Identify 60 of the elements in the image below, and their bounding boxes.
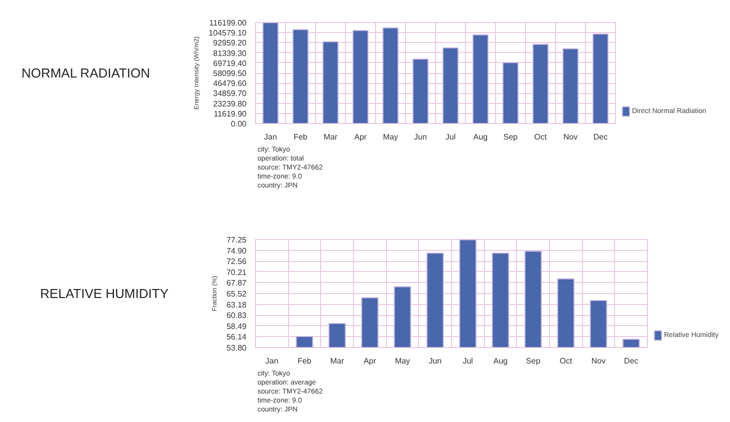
x-tick-label: Mar — [330, 356, 344, 366]
bar — [562, 48, 578, 124]
bar — [442, 47, 458, 124]
x-tick-label: Dec — [593, 132, 608, 142]
bar — [472, 34, 488, 124]
x-tick-label: Mar — [324, 132, 338, 142]
bar — [382, 27, 398, 124]
y-tick-label: 53.80 — [226, 344, 248, 352]
y-tick-label: 116199.00 — [209, 18, 248, 28]
y-tick-label: 34859.70 — [213, 89, 248, 98]
bar — [412, 58, 428, 124]
y-tick-label: 67.87 — [226, 278, 248, 288]
x-tick-label: Apr — [354, 132, 368, 142]
y-tick-label: 0.00 — [230, 120, 248, 128]
x-tick-label: Oct — [560, 356, 573, 366]
x-tick-label: May — [394, 356, 410, 366]
bar — [352, 30, 368, 124]
y-tick-label: 56.14 — [226, 332, 248, 342]
y-tick-label: 72.56 — [226, 257, 248, 266]
x-tick-label: Aug — [493, 356, 508, 366]
y-tick-label: 46479.60 — [213, 79, 248, 88]
y-tick-label: 74.90 — [226, 246, 248, 256]
x-tick-label: Jan — [264, 132, 277, 142]
x-tick-label: Jul — [462, 356, 474, 366]
y-tick-label: 58099.50 — [213, 69, 248, 78]
bar — [532, 44, 548, 124]
bar — [262, 22, 278, 124]
x-tick-label: Jul — [445, 132, 456, 142]
y-tick-label: 70.21 — [226, 268, 248, 277]
x-tick-label: Jun — [428, 356, 442, 366]
y-tick-label: 69719.40 — [213, 58, 248, 68]
bar — [322, 41, 338, 124]
x-tick-label: May — [382, 132, 398, 142]
x-tick-label: Nov — [591, 356, 606, 366]
y-tick-label: 81339.30 — [213, 48, 248, 58]
x-tick-label: Aug — [473, 132, 488, 142]
x-tick-label: Sep — [526, 356, 541, 366]
x-tick-label: Sep — [503, 132, 518, 142]
x-tick-label: Feb — [294, 132, 308, 142]
y-tick-label: 63.18 — [226, 300, 248, 310]
x-tick-label: Apr — [364, 356, 376, 366]
text: NORMAL RADIATION — [21, 66, 150, 80]
bar — [292, 29, 308, 124]
bar — [502, 62, 518, 124]
y-tick-label: 77.25 — [226, 236, 248, 244]
x-tick-label: Jun — [414, 132, 427, 142]
x-tick-label: Oct — [534, 132, 548, 142]
x-tick-label: Jan — [265, 356, 278, 366]
y-tick-label: 60.83 — [226, 311, 248, 320]
bar — [592, 33, 608, 124]
text: RELATIVE HUMIDITY — [40, 286, 169, 301]
x-tick-label: Feb — [298, 356, 312, 366]
y-tick-label: 92959.20 — [213, 38, 248, 48]
y-tick-label: 104579.10 — [208, 28, 248, 38]
y-tick-label: 58.49 — [226, 322, 248, 331]
y-tick-label: 23239.80 — [213, 99, 248, 108]
y-tick-label: 65.52 — [226, 290, 248, 299]
x-tick-label: Nov — [563, 132, 578, 142]
y-tick-label: 11619.90 — [214, 109, 248, 118]
x-tick-label: Dec — [624, 356, 638, 366]
